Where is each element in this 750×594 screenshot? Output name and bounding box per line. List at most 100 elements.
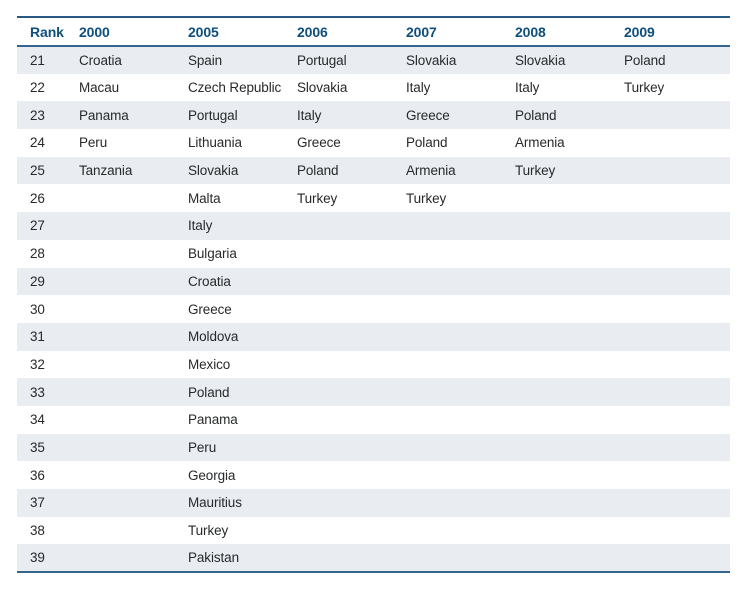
year-2000-cell: Tanzania [66, 156, 175, 185]
year-2009-cell [611, 156, 730, 185]
year-2000-cell [66, 433, 175, 462]
year-2000-cell [66, 212, 175, 240]
column-header-2005: 2005 [175, 17, 284, 47]
year-2008-cell: Poland [502, 101, 611, 130]
year-2007-cell [393, 461, 502, 489]
year-2006-cell: Italy [284, 101, 393, 130]
year-2000-cell [66, 517, 175, 545]
year-2009-cell [611, 544, 730, 573]
year-2006-cell: Slovakia [297, 80, 348, 96]
year-2000-cell [66, 322, 175, 351]
year-2007-cell: Turkey [406, 190, 447, 206]
rank-cell: 32 [30, 356, 45, 372]
year-2005-cell: Portugal [175, 101, 284, 130]
table-body: 21 Croatia Spain Portugal Slovakia Slova… [17, 46, 730, 573]
table-row: 30 Greece [17, 295, 730, 323]
year-2008-cell [502, 461, 611, 489]
year-2005-cell: Spain [175, 46, 284, 74]
table-row: 27 Italy [17, 212, 730, 240]
year-2009-cell: Turkey [624, 80, 665, 96]
table-row: 34 Panama [17, 406, 730, 434]
year-2005-cell: Mauritius [175, 489, 284, 517]
year-2007-cell [393, 517, 502, 545]
table-row: 38 Turkey [17, 517, 730, 545]
year-2008-cell [502, 489, 611, 517]
table-row: 32 Mexico [17, 351, 730, 379]
year-2008-cell: Italy [515, 80, 540, 96]
year-2008-cell [502, 267, 611, 296]
year-2005-cell: Poland [175, 378, 284, 406]
year-2007-cell [393, 267, 502, 296]
year-2009-cell [611, 267, 730, 296]
rank-cell: 28 [30, 246, 45, 262]
year-2000-cell [66, 267, 175, 296]
year-2006-cell [284, 351, 393, 379]
year-2008-cell [502, 433, 611, 462]
year-2006-cell: Turkey [297, 190, 338, 206]
year-2007-cell [393, 378, 502, 406]
table-row: 39 Pakistan [17, 544, 730, 573]
year-2008-cell [502, 240, 611, 268]
year-2007-cell: Slovakia [393, 46, 502, 74]
rank-cell: 26 [30, 190, 45, 206]
rank-cell: 34 [30, 412, 45, 428]
year-2005-cell: Lithuania [188, 135, 242, 151]
year-2000-cell [66, 544, 175, 573]
year-2006-cell [284, 461, 393, 489]
year-2000-cell [66, 184, 175, 212]
year-2000-cell: Peru [79, 135, 108, 151]
year-2008-cell [502, 544, 611, 573]
year-2007-cell [393, 406, 502, 434]
year-2009-cell [611, 378, 730, 406]
year-2007-cell [393, 295, 502, 323]
column-header-rank: Rank [17, 17, 66, 47]
year-2007-cell [393, 351, 502, 379]
year-2007-cell [393, 240, 502, 268]
year-2008-cell [502, 406, 611, 434]
rank-cell: 35 [17, 433, 66, 462]
table-row: 29 Croatia [17, 267, 730, 296]
year-2007-cell: Poland [406, 135, 448, 151]
year-2006-cell: Greece [297, 135, 341, 151]
year-2008-cell: Slovakia [502, 46, 611, 74]
year-2000-cell [66, 406, 175, 434]
year-2006-cell [284, 378, 393, 406]
table-row: 31 Moldova [17, 322, 730, 351]
year-2009-cell [611, 489, 730, 517]
rank-cell: 31 [17, 322, 66, 351]
year-2008-cell: Armenia [515, 135, 565, 151]
year-2005-cell: Moldova [175, 322, 284, 351]
year-2009-cell [611, 517, 730, 545]
year-2006-cell [284, 322, 393, 351]
year-2008-cell [502, 212, 611, 240]
table-row: 21 Croatia Spain Portugal Slovakia Slova… [17, 46, 730, 74]
year-2005-cell: Slovakia [175, 156, 284, 185]
year-2009-cell [611, 461, 730, 489]
year-2009-cell [611, 351, 730, 379]
year-2005-cell: Croatia [175, 267, 284, 296]
table-row: 35 Peru [17, 433, 730, 462]
year-2005-cell: Greece [188, 301, 232, 317]
rank-cell: 27 [17, 212, 66, 240]
year-2009-cell [611, 240, 730, 268]
year-2006-cell [284, 489, 393, 517]
table-row: 26 Malta Turkey Turkey [17, 184, 730, 212]
year-2006-cell: Portugal [284, 46, 393, 74]
column-header-2008: 2008 [502, 17, 611, 47]
year-2009-cell [611, 433, 730, 462]
year-2006-cell [284, 240, 393, 268]
year-2007-cell [393, 489, 502, 517]
year-2007-cell: Greece [393, 101, 502, 130]
year-2000-cell: Macau [79, 80, 120, 96]
year-2006-cell: Poland [284, 156, 393, 185]
year-2000-cell [66, 461, 175, 489]
year-2009-cell [611, 322, 730, 351]
table-row: 33 Poland [17, 378, 730, 406]
year-2006-cell [284, 212, 393, 240]
year-2005-cell: Panama [188, 412, 238, 428]
year-2007-cell [393, 544, 502, 573]
table-row: 36 Georgia [17, 461, 730, 489]
year-2006-cell [284, 544, 393, 573]
year-2007-cell: Italy [406, 80, 431, 96]
year-2005-cell: Peru [175, 433, 284, 462]
